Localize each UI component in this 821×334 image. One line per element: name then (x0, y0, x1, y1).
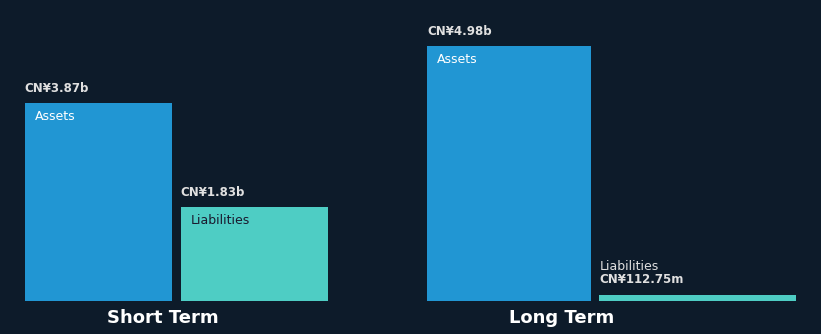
Text: Short Term: Short Term (107, 309, 218, 327)
Text: CN¥3.87b: CN¥3.87b (25, 82, 89, 95)
FancyBboxPatch shape (599, 295, 796, 301)
Text: Liabilities: Liabilities (190, 214, 250, 227)
Text: CN¥112.75m: CN¥112.75m (599, 274, 684, 287)
FancyBboxPatch shape (427, 46, 591, 301)
Text: CN¥4.98b: CN¥4.98b (427, 24, 492, 37)
FancyBboxPatch shape (181, 207, 328, 301)
FancyBboxPatch shape (25, 104, 172, 301)
Text: Long Term: Long Term (509, 309, 614, 327)
Text: Assets: Assets (34, 110, 75, 123)
Text: Liabilities: Liabilities (599, 260, 658, 273)
Text: Assets: Assets (437, 52, 477, 65)
Text: CN¥1.83b: CN¥1.83b (181, 186, 245, 199)
